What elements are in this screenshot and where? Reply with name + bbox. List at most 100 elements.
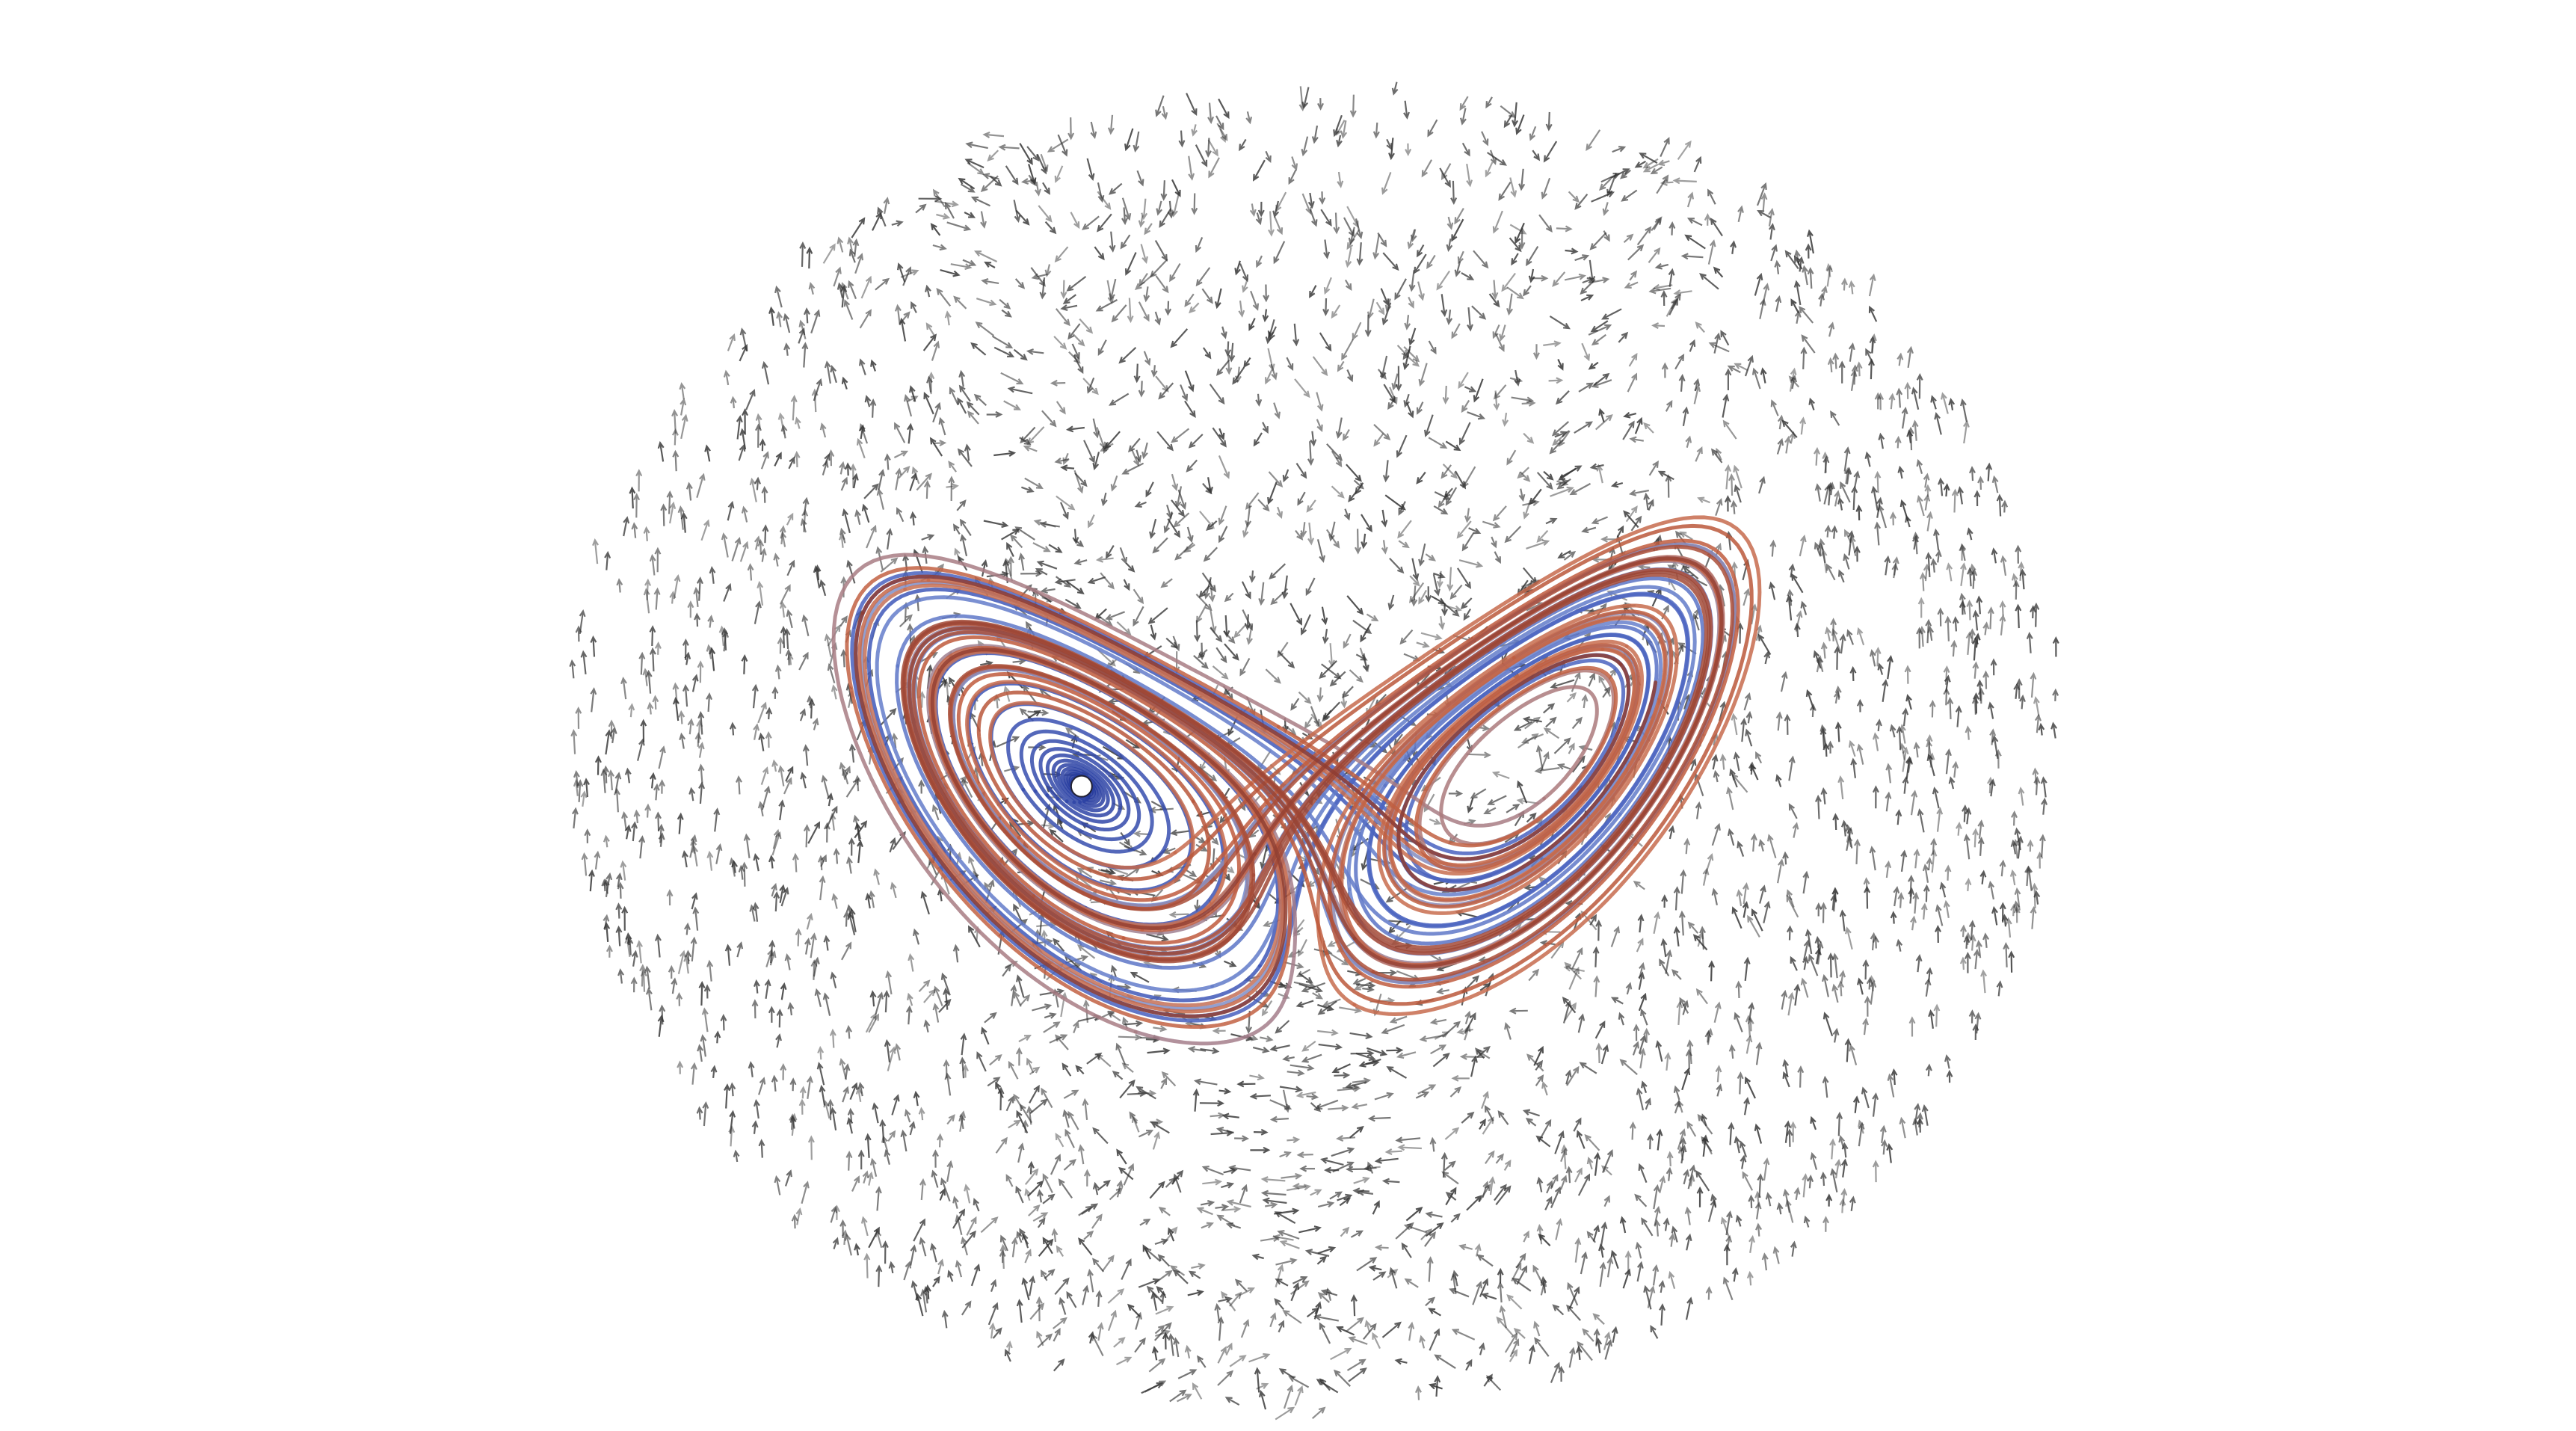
field-arrow bbox=[1697, 496, 1710, 504]
field-arrow bbox=[1511, 396, 1535, 404]
field-arrow bbox=[1279, 1151, 1292, 1158]
field-arrow bbox=[1831, 525, 1838, 539]
field-arrow bbox=[1418, 363, 1428, 387]
field-arrow bbox=[1353, 1177, 1370, 1184]
field-arrow bbox=[1821, 285, 1828, 298]
field-arrow bbox=[692, 906, 700, 931]
field-arrow bbox=[1592, 1313, 1605, 1325]
field-arrow bbox=[1242, 521, 1249, 538]
field-arrow bbox=[1807, 1174, 1814, 1189]
field-arrow bbox=[1282, 1310, 1302, 1324]
field-arrow bbox=[1618, 331, 1629, 343]
field-arrow bbox=[923, 480, 931, 499]
field-arrow bbox=[1209, 384, 1225, 405]
field-arrow bbox=[1642, 158, 1659, 169]
field-arrow bbox=[1747, 914, 1760, 938]
field-arrow bbox=[1807, 229, 1814, 254]
field-arrow bbox=[1408, 296, 1414, 309]
field-arrow bbox=[841, 941, 852, 961]
field-arrow bbox=[779, 525, 786, 545]
field-arrow bbox=[1301, 193, 1312, 215]
field-arrow bbox=[1726, 787, 1734, 810]
field-arrow bbox=[1568, 191, 1580, 203]
field-arrow bbox=[775, 1033, 782, 1048]
field-arrow bbox=[973, 250, 998, 262]
field-arrow bbox=[1799, 416, 1807, 435]
field-arrow bbox=[830, 1205, 838, 1223]
field-arrow bbox=[1253, 1128, 1269, 1136]
field-arrow bbox=[1685, 1296, 1693, 1320]
field-arrow bbox=[631, 522, 638, 538]
field-arrow bbox=[1434, 1375, 1441, 1397]
field-arrow bbox=[1316, 392, 1324, 412]
field-arrow bbox=[721, 627, 729, 650]
field-arrow bbox=[698, 781, 706, 804]
field-arrow bbox=[1755, 751, 1763, 764]
field-arrow bbox=[1602, 202, 1609, 216]
field-arrow bbox=[1169, 1265, 1186, 1276]
field-arrow bbox=[836, 236, 844, 253]
field-arrow bbox=[1713, 266, 1724, 278]
field-arrow bbox=[1521, 399, 1536, 407]
field-arrow bbox=[1574, 1167, 1583, 1183]
field-arrow bbox=[877, 206, 887, 227]
field-arrow bbox=[1277, 1230, 1300, 1240]
field-arrow bbox=[1456, 520, 1472, 539]
field-arrow bbox=[1396, 1051, 1417, 1059]
field-arrow bbox=[1506, 449, 1517, 466]
field-arrow bbox=[803, 307, 810, 324]
field-arrow bbox=[910, 1244, 917, 1266]
field-arrow bbox=[1982, 621, 1990, 636]
field-arrow bbox=[1595, 919, 1603, 941]
field-arrow bbox=[1685, 1233, 1692, 1251]
field-arrow bbox=[1686, 218, 1703, 227]
field-arrow bbox=[2010, 903, 2018, 917]
field-arrow bbox=[774, 285, 783, 308]
field-arrow bbox=[958, 177, 976, 190]
trajectory-segment bbox=[1382, 609, 1674, 909]
field-arrow bbox=[1837, 775, 1845, 800]
field-arrow bbox=[1674, 354, 1685, 370]
field-arrow bbox=[1641, 1080, 1648, 1094]
field-arrow bbox=[1578, 382, 1594, 393]
field-arrow bbox=[1676, 1000, 1683, 1025]
field-arrow bbox=[615, 925, 623, 947]
field-arrow bbox=[1793, 1187, 1801, 1200]
field-arrow bbox=[1619, 1059, 1638, 1076]
field-arrow bbox=[1933, 1003, 1941, 1027]
field-arrow bbox=[1221, 1205, 1242, 1213]
field-arrow bbox=[910, 511, 917, 526]
field-arrow bbox=[2030, 905, 2037, 929]
field-arrow bbox=[1337, 360, 1345, 372]
field-arrow bbox=[842, 508, 851, 534]
field-arrow bbox=[2039, 834, 2046, 858]
field-arrow bbox=[1624, 1250, 1632, 1272]
field-arrow bbox=[2011, 810, 2018, 826]
field-arrow bbox=[600, 768, 608, 793]
field-arrow bbox=[666, 889, 674, 906]
field-arrow bbox=[814, 988, 822, 1007]
field-arrow bbox=[1793, 983, 1801, 1006]
field-arrow bbox=[875, 1264, 883, 1287]
field-arrow bbox=[795, 1207, 803, 1225]
field-arrow bbox=[921, 534, 935, 541]
field-arrow bbox=[616, 578, 623, 593]
field-arrow bbox=[1138, 272, 1148, 287]
field-arrow bbox=[1704, 213, 1711, 226]
field-arrow bbox=[1588, 361, 1599, 370]
field-arrow bbox=[1765, 1192, 1772, 1207]
field-arrow bbox=[1143, 286, 1150, 303]
field-arrow bbox=[1892, 556, 1899, 579]
field-arrow bbox=[1103, 441, 1109, 454]
field-arrow bbox=[1679, 531, 1693, 541]
field-arrow bbox=[1623, 411, 1637, 419]
field-arrow bbox=[1497, 1110, 1509, 1125]
field-arrow bbox=[1363, 1323, 1377, 1340]
field-arrow bbox=[672, 449, 680, 472]
field-arrow bbox=[1270, 363, 1278, 381]
field-arrow bbox=[1154, 1324, 1165, 1335]
field-arrow bbox=[1239, 138, 1247, 152]
field-arrow bbox=[1288, 169, 1297, 185]
field-arrow bbox=[1331, 1147, 1355, 1157]
field-arrow bbox=[1142, 1244, 1151, 1260]
